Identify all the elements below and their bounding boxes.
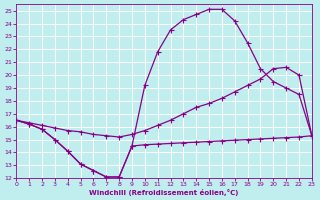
X-axis label: Windchill (Refroidissement éolien,°C): Windchill (Refroidissement éolien,°C) [89, 189, 239, 196]
